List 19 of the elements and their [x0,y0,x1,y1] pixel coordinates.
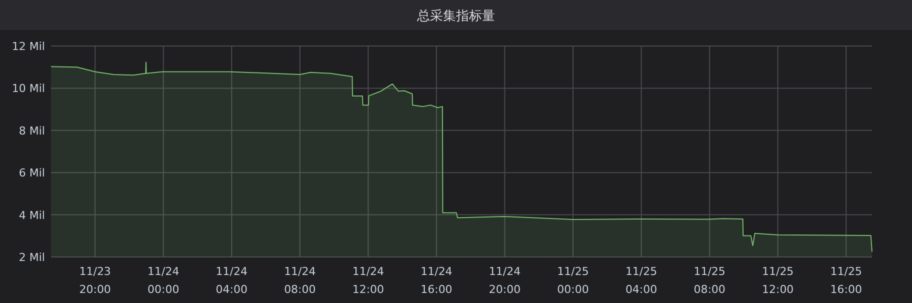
x-tick-label: 11/24 04:00 [216,265,248,296]
chart-title: 总采集指标量 [416,9,495,24]
x-tick-label: 11/24 08:00 [284,265,316,296]
x-tick-label: 11/25 00:00 [557,265,589,296]
x-tick-label: 11/24 00:00 [148,265,180,296]
x-tick-label: 11/25 08:00 [694,265,726,296]
y-tick-label: 12 Mil [12,40,45,53]
y-tick-label: 8 Mil [18,124,45,138]
y-tick-label: 2 Mil [18,251,45,264]
y-tick-label: 10 Mil [12,82,45,96]
x-tick-label: 11/25 12:00 [762,265,794,296]
y-tick-label: 6 Mil [18,166,45,180]
x-tick-label: 11/24 16:00 [420,265,452,296]
x-tick-label: 11/23 20:00 [79,265,111,296]
x-tick-label: 11/25 04:00 [625,265,658,296]
y-tick-label: 4 Mil [18,208,45,222]
x-tick-label: 11/24 12:00 [352,265,384,296]
x-tick-label: 11/24 20:00 [488,265,521,296]
x-tick-label: 11/25 16:00 [830,265,862,296]
